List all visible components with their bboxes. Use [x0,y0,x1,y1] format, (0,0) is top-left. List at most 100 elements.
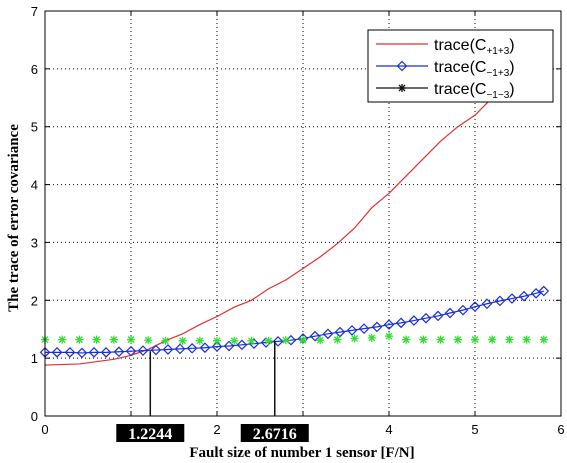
star-marker [505,335,514,344]
star-marker [385,332,393,341]
star-marker [419,335,428,344]
annotation-0: 1.2244 [116,424,185,443]
y-axis-label: The trace of error covariance [6,124,22,312]
star-marker [539,335,548,344]
star-marker [436,335,445,344]
star-marker [453,335,462,344]
diamond-marker [199,342,211,354]
legend-entry-1: trace(C−1+3) [376,59,515,79]
legend-entry-2: trace(C−1−3) [376,81,515,101]
diamond-marker [64,347,76,358]
star-marker [299,336,307,345]
series-2 [149,340,276,416]
diamond-marker [408,315,420,326]
diamond-marker [420,312,432,324]
diamond-marker [383,319,395,330]
series-0 [44,97,493,366]
x-tick-label: 2 [213,422,220,437]
axes [44,10,562,417]
series-layer [39,97,550,416]
diamond-marker [358,323,370,334]
series-3 [41,332,548,345]
diamond-marker [174,343,186,355]
y-tick-label: 1 [31,351,38,366]
legend-label: trace(C+1+3) [434,37,515,57]
x-tick-label: 0 [41,422,48,437]
star-marker [195,336,204,345]
diamond-marker [88,347,100,358]
legend-label: trace(C−1−3) [434,81,515,101]
star-marker [247,336,256,345]
series-line [44,97,493,366]
diamond-marker [538,285,550,297]
diamond-marker [346,325,358,336]
diamond-marker [150,344,162,356]
diamond-marker [162,344,174,355]
annotation-box [240,424,309,442]
x-axis-label: Fault size of number 1 sensor [F/N] [189,445,414,461]
star-marker [75,335,84,344]
star-marker [230,336,239,345]
annotation-box [116,424,185,442]
series-line [45,290,544,354]
star-marker [264,336,273,345]
diamond-marker [469,301,481,312]
y-tick-label: 0 [31,409,38,424]
y-tick-label: 3 [31,235,38,250]
star-marker [161,336,170,345]
diamond-marker [444,307,456,319]
star-marker [92,335,101,344]
legend-label: trace(C−1+3) [434,59,515,79]
diamond-marker [395,317,407,329]
x-tick-label: 4 [385,422,392,437]
star-marker [522,335,531,344]
y-tick-label: 5 [31,120,38,135]
diamond-marker [530,287,542,299]
star-marker [213,336,221,345]
diamond-marker [211,341,223,352]
diamond-marker [506,293,518,304]
diamond-marker [481,298,493,310]
diamond-marker [113,346,125,358]
star-marker [350,334,359,343]
star-marker [471,335,479,344]
diamond-marker [494,295,506,307]
x-tick-label: 6 [557,422,564,437]
diamond-marker [236,339,248,351]
diamond-marker [322,328,334,340]
y-tick-label: 2 [31,293,38,308]
y-tick-label: 6 [31,62,38,77]
star-marker [402,335,411,344]
diamond-marker [518,290,530,302]
legend-entry-0: trace(C+1+3) [376,37,515,57]
diamond-marker [309,330,321,342]
x-tick-label: 5 [471,422,478,437]
y-tick-label: 7 [31,4,38,19]
diamond-marker [186,342,198,354]
star-marker [316,336,325,345]
star-marker [367,333,376,342]
star-marker [333,335,342,344]
diamond-marker [125,345,137,357]
diamond-marker [51,347,63,358]
y-tick-label: 4 [31,178,38,193]
diamond-marker [396,60,408,72]
diamond-marker [457,304,469,316]
diamond-marker [223,340,235,352]
star-marker [398,84,406,92]
annotation-label: 1.2244 [128,426,172,443]
annotation-label: 2.6716 [253,426,297,443]
diamond-marker [76,347,88,359]
diamond-marker [432,310,444,322]
star-marker [58,335,67,344]
diamond-marker [100,347,112,358]
star-marker [178,336,187,345]
star-marker [144,336,153,345]
annotation-1: 2.6716 [240,424,309,443]
star-marker [488,335,497,344]
diamond-marker [137,345,149,356]
star-marker [281,336,290,345]
diamond-marker [272,336,284,347]
star-marker [127,335,135,344]
